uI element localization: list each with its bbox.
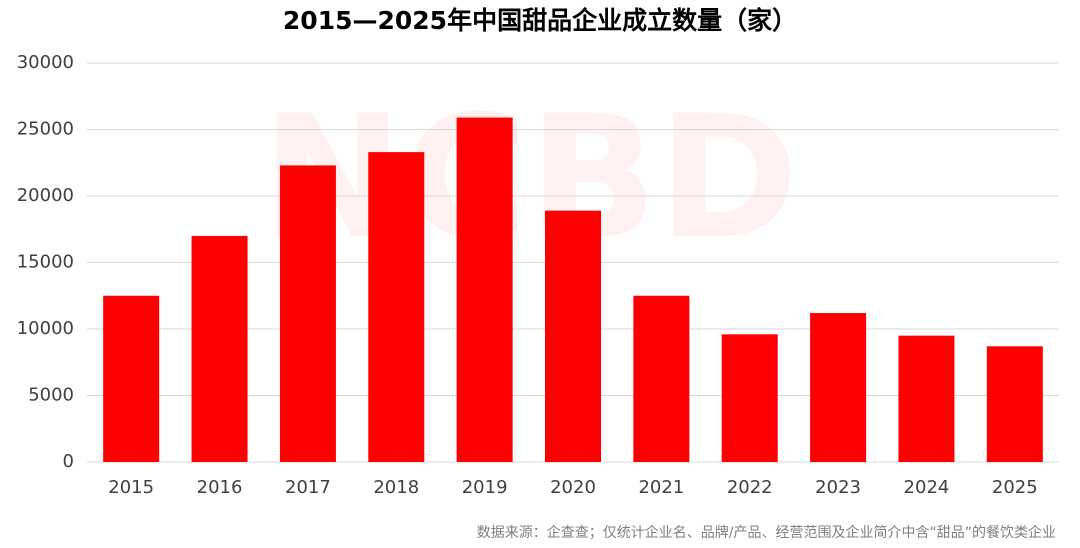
chart-title: 2015—2025年中国甜品企业成立数量（家） [283, 6, 797, 35]
bar [103, 295, 160, 462]
x-tick-label: 2015 [108, 477, 154, 498]
x-tick-label: 2023 [815, 477, 861, 498]
bar [721, 334, 778, 462]
bar [810, 313, 867, 462]
bar [456, 117, 513, 462]
bar [191, 235, 248, 462]
x-tick-label: 2025 [992, 477, 1038, 498]
bar [279, 165, 336, 462]
y-tick-label: 20000 [17, 185, 74, 206]
source-note: 数据来源：企查查；仅统计企业名、品牌/产品、经营范围及企业简介中含“甜品”的餐饮… [477, 524, 1056, 541]
bar [368, 152, 425, 463]
y-tick-label: 15000 [17, 252, 74, 273]
x-tick-label: 2016 [197, 477, 243, 498]
watermark: NCBD [261, 79, 799, 277]
y-tick-label: 0 [63, 451, 74, 472]
x-tick-label: 2022 [727, 477, 773, 498]
x-tick-label: 2019 [462, 477, 508, 498]
bar [545, 210, 601, 462]
x-tick-label: 2017 [285, 477, 331, 498]
y-tick-label: 10000 [17, 318, 74, 339]
x-tick-label: 2021 [638, 477, 684, 498]
bar [986, 346, 1043, 462]
y-tick-label: 25000 [17, 119, 74, 140]
x-tick-label: 2018 [373, 477, 419, 498]
x-tick-label: 2020 [550, 477, 596, 498]
y-tick-label: 30000 [17, 52, 74, 73]
y-tick-label: 5000 [28, 385, 74, 406]
x-tick-label: 2024 [904, 477, 950, 498]
bar [633, 295, 690, 462]
bar [898, 335, 955, 462]
